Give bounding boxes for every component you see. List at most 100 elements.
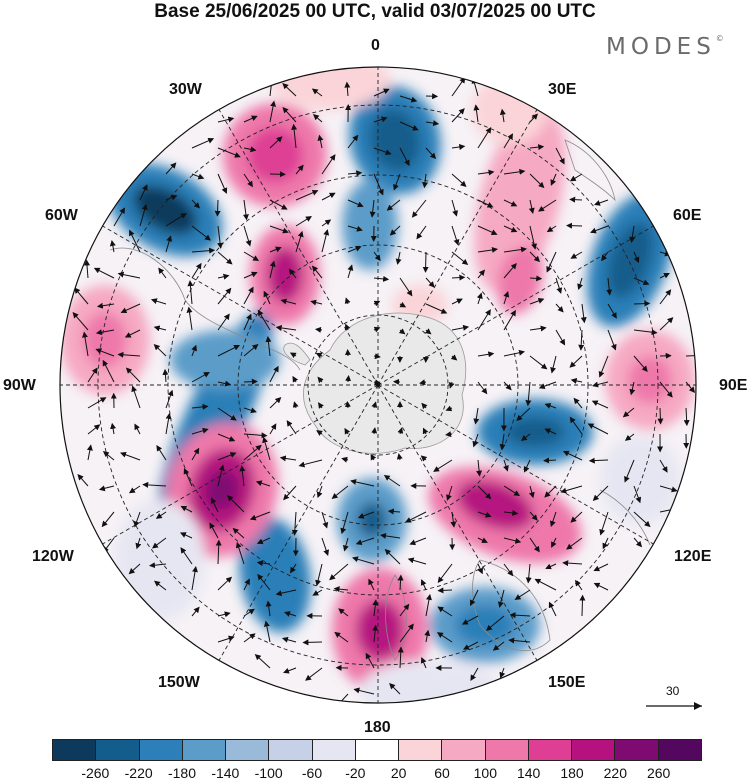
lon-label-30w: 30W [169,81,202,98]
wind-arrow [577,277,583,290]
wind-arrow [321,229,330,253]
wind-arrow [389,225,401,236]
colorbar-cell [658,740,701,760]
wind-arrow [659,381,673,398]
wind-arrow [217,251,233,265]
wind-arrow [445,405,453,412]
wind-arrow [598,355,609,378]
anomaly-blob [239,517,311,633]
wind-arrow [150,298,167,305]
wind-arrow [84,259,90,279]
anomaly-blob [474,107,566,293]
wind-arrow [217,147,241,158]
wind-arrow [321,511,329,529]
wind-arrow [315,563,323,587]
colorbar-cell [528,740,573,760]
wind-arrow [155,511,167,519]
wind-arrow [514,589,531,600]
wind-arrow [569,173,583,182]
wind-arrow [217,287,232,305]
wind-arrow [529,173,545,189]
wind-arrow [520,433,531,442]
wind-arrow [243,115,258,123]
wind-arrow [180,547,193,565]
wind-arrow [263,620,271,643]
wind-arrow [191,199,200,209]
wind-arrow [269,225,289,234]
wind-arrow [425,120,440,127]
wind-arrow [546,225,557,233]
wind-arrow [477,537,488,543]
wind-arrow [347,170,363,177]
wind-arrow [503,291,510,305]
wind-arrow [373,147,392,156]
lon-label-150w: 150W [158,674,200,691]
wind-arrow [543,457,557,464]
wind-arrow [347,134,359,149]
colorbar-cell [399,740,443,760]
wind-arrow [217,452,237,461]
wind-arrow [101,511,115,528]
wind-arrow [570,251,583,259]
colorbar-cell [572,740,616,760]
wind-arrow [158,267,167,279]
wind-arrow [117,271,141,279]
anomaly-blob [505,417,565,447]
wind-arrow [149,562,167,569]
wind-arrow [569,196,583,203]
wind-arrow [409,537,427,546]
wind-arrow [373,173,384,196]
wind-arrow [243,608,255,617]
wind-arrow [503,246,527,253]
wind-arrow [373,275,390,282]
wind-arrow [269,199,288,210]
wind-arrow [72,312,89,331]
lon-label-180: 180 [364,719,391,736]
wind-arrow [243,378,258,385]
wind-arrow [477,485,492,500]
wind-arrow [282,106,297,123]
wind-arrow [395,251,402,265]
wind-arrow [102,450,115,461]
wind-arrow [257,573,271,591]
wind-arrow [186,306,193,331]
meridian-line [100,224,379,386]
wind-arrow [96,302,115,309]
wind-arrow [295,189,319,201]
anomaly-blob [270,67,390,110]
wind-arrow [305,667,323,681]
wind-arrow [340,511,349,535]
wind-arrow [548,601,557,617]
anomaly-blob [356,600,404,660]
wind-arrow [217,433,236,442]
wind-arrow [139,184,148,201]
wind-arrow [477,225,498,236]
wind-arrow [312,114,323,123]
wind-arrow [77,474,89,487]
wind-arrow [372,599,379,617]
wind-arrow [342,537,349,552]
colorbar-cell [182,740,227,760]
wind-arrow [602,537,609,550]
wind-arrow [165,389,174,409]
wind-arrow [288,268,297,279]
wind-arrow [357,511,375,519]
wind-arrow [421,402,428,410]
wind-arrow [191,344,197,357]
wind-arrow [437,563,453,583]
wind-arrow [243,251,260,262]
wind-arrow [373,353,381,360]
wind-arrow [95,329,115,336]
wind-arrow [550,173,557,186]
wind-arrow [476,459,483,477]
wind-arrow [411,199,427,218]
wind-arrow [476,292,483,305]
lon-label-0: 0 [371,37,380,54]
wind-arrow [420,455,428,462]
wind-arrow [525,381,532,407]
wind-arrow [243,146,257,153]
wind-arrow [503,537,522,544]
wind-arrow [128,485,141,494]
wind-arrow [633,300,651,307]
wind-arrow [344,297,351,305]
